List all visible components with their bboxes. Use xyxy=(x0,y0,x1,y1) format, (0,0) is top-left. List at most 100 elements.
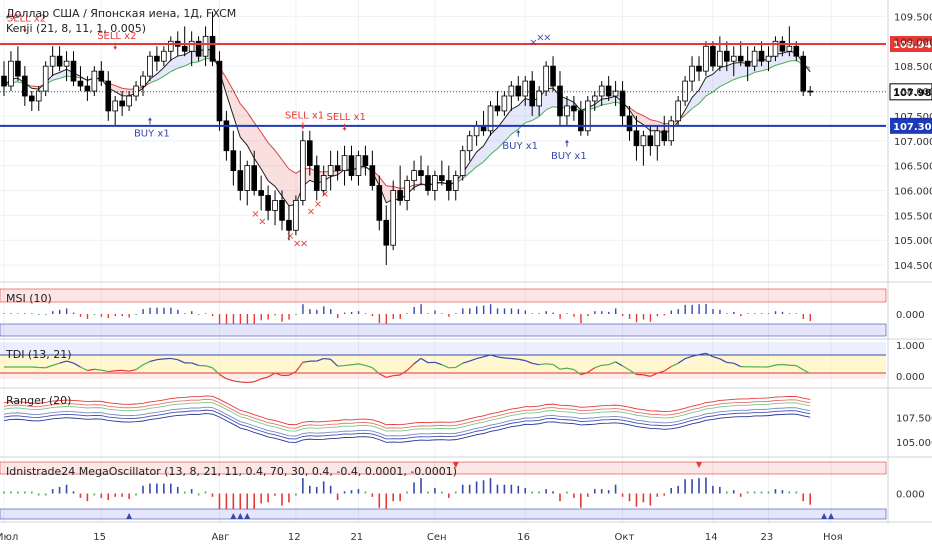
candle-body xyxy=(411,170,417,181)
candle-body xyxy=(56,55,63,67)
price-axis[interactable]: 109.500 109.000 108.500 108.000 107.500 107.0… xyxy=(894,12,932,272)
tdi-line xyxy=(546,363,554,366)
candle-body xyxy=(327,165,334,176)
candle-body xyxy=(626,115,633,132)
msi-bar xyxy=(712,309,714,314)
mega-bar xyxy=(163,483,165,494)
candle-body xyxy=(529,80,535,107)
slow-ma-segment xyxy=(657,120,665,125)
mega-bar xyxy=(475,481,478,494)
msi-bar xyxy=(385,314,388,324)
tdi-line xyxy=(399,369,408,376)
slow-ma-segment xyxy=(246,111,255,123)
mega-bar xyxy=(128,493,130,499)
slow-ma-segment xyxy=(754,70,762,73)
msi-bar xyxy=(496,308,499,314)
msi-bar xyxy=(24,313,26,314)
cloud-segment xyxy=(288,169,296,206)
mega-bar xyxy=(204,491,207,494)
msi-bar xyxy=(17,313,19,314)
mega-upper-zone xyxy=(0,461,887,475)
candle-body xyxy=(84,85,91,92)
candle-body xyxy=(717,50,723,67)
mega-buy-marker xyxy=(244,513,251,519)
slow-ma-segment xyxy=(698,95,707,104)
mega-bar xyxy=(218,493,221,509)
tdi-line xyxy=(142,360,151,366)
tdi-line xyxy=(233,380,241,383)
mega-bar xyxy=(51,489,54,494)
tdi-line xyxy=(316,357,324,362)
msi-bar xyxy=(114,314,116,317)
candle-body xyxy=(279,200,285,221)
mega-bar xyxy=(739,493,742,497)
tdi-line xyxy=(587,367,596,373)
candle-body xyxy=(515,85,522,97)
candle-body xyxy=(800,55,807,92)
tdi-line xyxy=(705,352,714,358)
tdi-line xyxy=(670,362,679,368)
sell-signal-label: SELL x2 xyxy=(7,13,46,24)
time-tick-label: Окт xyxy=(615,532,635,543)
msi-bar xyxy=(434,310,436,314)
candle-body xyxy=(49,55,56,67)
level-price-label: 108.945 xyxy=(893,40,932,51)
candle-body xyxy=(244,165,251,191)
tdi-line xyxy=(379,373,387,378)
candle-body xyxy=(612,90,619,97)
cloud-segment xyxy=(726,63,734,84)
mega-bar xyxy=(156,483,158,494)
msi-bar xyxy=(740,314,742,317)
msi-bar xyxy=(503,308,506,314)
tdi-line xyxy=(525,360,533,364)
mega-buy-marker xyxy=(126,513,133,519)
mega-bar xyxy=(385,493,388,509)
tdi-line xyxy=(73,362,81,368)
msi-bar xyxy=(371,314,374,317)
msi-bar xyxy=(726,313,728,314)
mega-bar xyxy=(197,493,200,496)
time-axis[interactable]: Июл 15 Авг 12 21 Сен 16 Окт 14 23 Ноя xyxy=(0,532,843,543)
slow-ma-segment xyxy=(775,62,783,66)
mega-bar xyxy=(587,493,589,497)
tdi-line xyxy=(226,378,234,382)
tdi-line xyxy=(344,364,352,367)
tdi-line xyxy=(504,357,512,360)
level-lines[interactable]: 108.945 107.300 107.984 xyxy=(0,36,932,134)
mega-bar xyxy=(482,480,485,494)
slow-ma-segment xyxy=(386,185,394,187)
msi-bar xyxy=(163,307,165,314)
candle-body xyxy=(404,180,410,201)
candle-body xyxy=(300,140,306,201)
tdi-line xyxy=(393,374,401,377)
msi-bar xyxy=(462,308,464,314)
mega-bar xyxy=(663,493,666,496)
msi-bar xyxy=(566,313,568,314)
msi-bar xyxy=(427,313,429,314)
level-price-badge xyxy=(890,117,932,134)
ranger-band-line xyxy=(3,398,811,429)
tdi-line xyxy=(371,367,380,375)
mega-bar xyxy=(614,484,617,494)
cloud-segment xyxy=(490,127,498,155)
tdi-line xyxy=(768,364,776,368)
slow-ma-segment xyxy=(740,75,748,78)
msi-bar xyxy=(392,314,394,319)
mega-bar xyxy=(732,490,735,494)
mega-bar xyxy=(17,491,19,494)
slow-ma-segment xyxy=(156,75,165,81)
mega-bar xyxy=(100,493,103,498)
price-tick-label: 105.500 xyxy=(894,211,932,222)
cloud-segment xyxy=(761,59,769,71)
mega-bar xyxy=(628,493,631,502)
tdi-line xyxy=(601,364,609,366)
candle-body xyxy=(737,55,744,62)
msi-bar xyxy=(795,313,798,314)
sell-signal-arrowhead xyxy=(22,29,27,33)
candle-body xyxy=(598,85,605,97)
msi-bar xyxy=(538,313,540,314)
msi-bar xyxy=(288,314,290,320)
mega-bar xyxy=(322,481,325,494)
mega-bar xyxy=(190,489,193,494)
